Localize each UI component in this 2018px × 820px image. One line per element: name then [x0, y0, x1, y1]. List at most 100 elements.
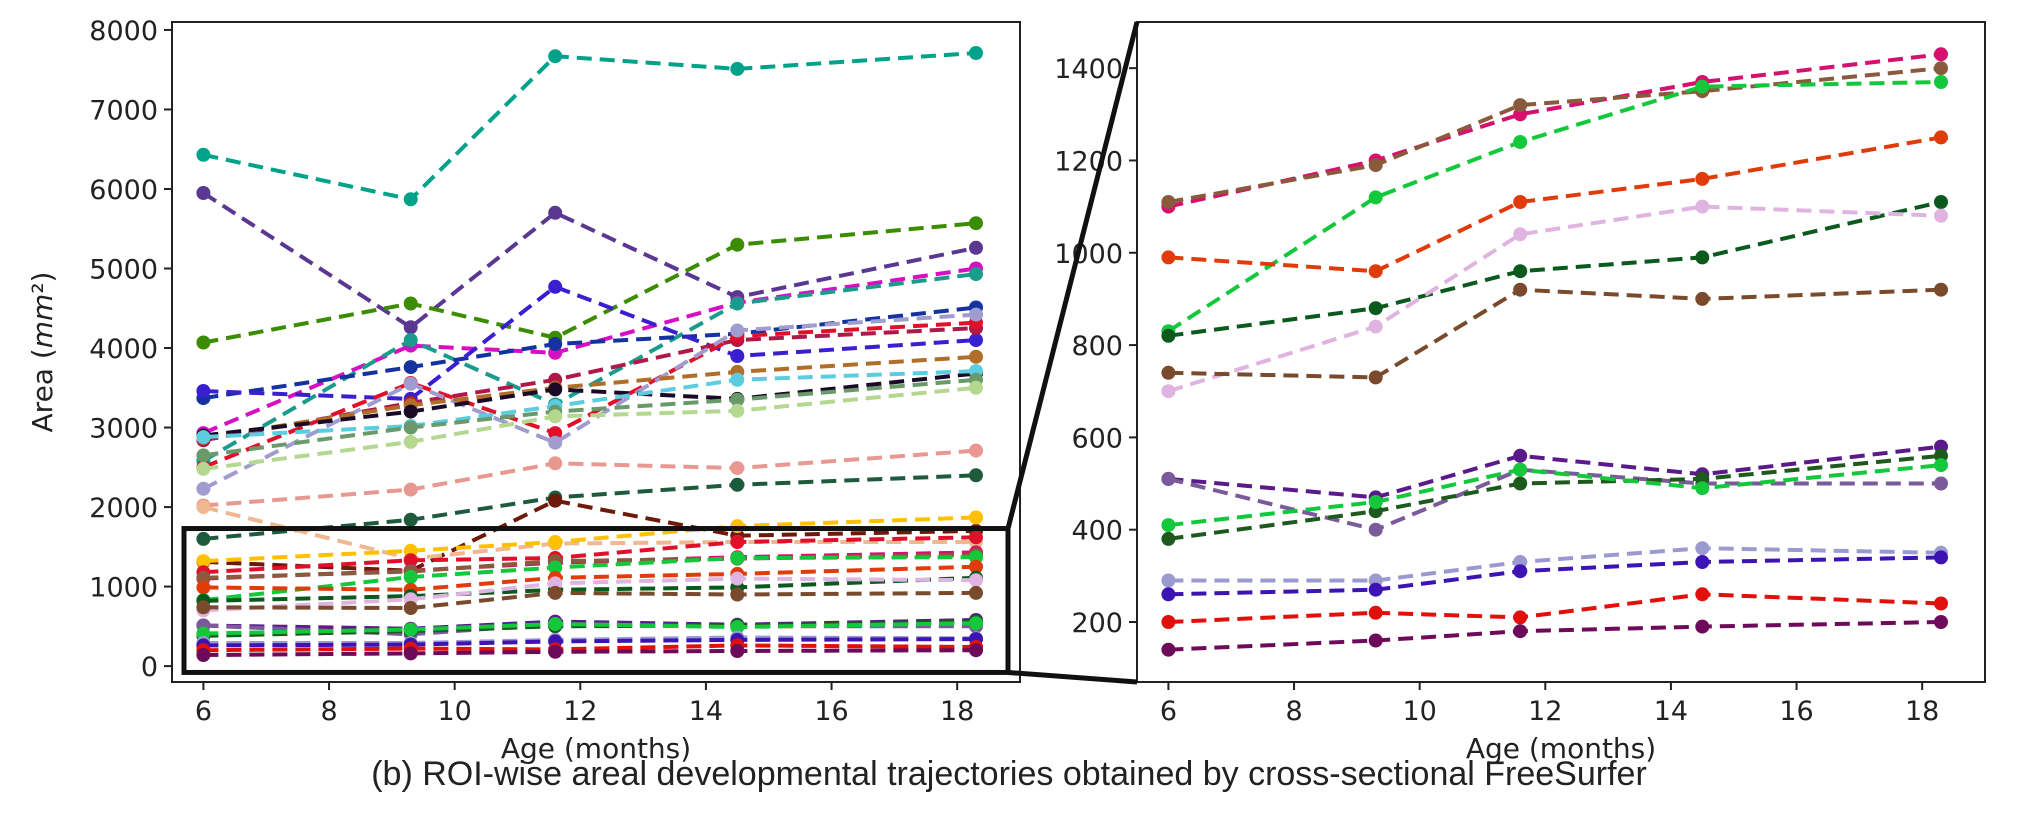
x-tick-label: 6	[195, 696, 212, 727]
data-point	[1161, 471, 1176, 486]
series-16	[196, 443, 983, 513]
data-point	[403, 420, 418, 435]
data-point	[548, 279, 563, 294]
data-point	[403, 320, 418, 335]
series-7	[1161, 282, 1948, 385]
series-11	[1161, 458, 1948, 533]
data-point	[196, 430, 211, 445]
series-6	[196, 300, 983, 406]
data-point	[730, 296, 745, 311]
series-27	[196, 571, 983, 618]
data-point	[730, 61, 745, 76]
data-point	[730, 323, 745, 338]
data-point	[196, 570, 211, 585]
data-point	[969, 559, 983, 574]
data-point	[1934, 61, 1948, 76]
data-point	[548, 535, 563, 549]
data-point	[730, 477, 745, 492]
series-line	[1167, 467, 1941, 532]
data-point	[403, 601, 418, 615]
data-point	[1695, 250, 1710, 265]
data-point	[1368, 370, 1383, 385]
data-point	[1513, 448, 1528, 463]
series-32	[196, 616, 983, 641]
data-point	[1368, 582, 1383, 597]
x-tick-label: 16	[1779, 696, 1813, 727]
y-tick-label: 5000	[89, 255, 158, 286]
data-point	[548, 617, 563, 631]
data-point	[1368, 190, 1383, 205]
series-15	[1161, 615, 1948, 657]
data-point	[969, 240, 983, 255]
data-point	[969, 468, 983, 483]
data-point	[1934, 550, 1948, 565]
y-tick-label: 3000	[89, 414, 158, 445]
data-point	[196, 648, 211, 662]
data-point	[969, 585, 983, 600]
y-tick-label: 1200	[1054, 146, 1123, 177]
series-line	[1168, 200, 1942, 338]
data-point	[1695, 291, 1710, 306]
series-26	[196, 570, 983, 608]
data-point	[969, 349, 983, 364]
series-3	[196, 216, 983, 350]
data-point	[969, 380, 983, 395]
series-line	[1168, 592, 1942, 624]
data-point	[196, 335, 211, 350]
series-30	[196, 617, 983, 642]
y-tick-label: 0	[141, 652, 158, 683]
data-point	[403, 360, 418, 375]
panel-full-view: 6 8 10 12 14 16 18 0 1000 2000 3000 4000 5000 6000 700…	[26, 16, 1021, 765]
figure-caption: (b) ROI-wise areal developmental traject…	[371, 755, 1647, 793]
data-point	[1368, 522, 1383, 537]
data-point	[1934, 75, 1948, 89]
x-axis-label: Age (months)	[1466, 732, 1656, 765]
data-point	[196, 461, 211, 476]
data-point	[730, 461, 745, 476]
x-tick-label: 8	[1285, 696, 1302, 727]
series-29	[196, 613, 983, 636]
data-point	[548, 409, 563, 424]
series-21	[196, 530, 983, 580]
data-point	[196, 580, 211, 595]
x-tick-label: 16	[814, 696, 848, 727]
data-point	[196, 448, 211, 463]
series-35	[196, 638, 983, 658]
series-1	[196, 46, 983, 207]
data-point	[1934, 47, 1948, 62]
data-point	[1368, 301, 1383, 316]
data-point	[548, 585, 563, 600]
y-tick-label: 800	[1071, 331, 1123, 362]
series-line	[203, 284, 977, 401]
series-31	[196, 614, 983, 643]
plot-frame	[1136, 21, 1986, 683]
x-tick-label: 12	[563, 696, 597, 727]
data-point	[403, 570, 418, 584]
data-point	[730, 349, 745, 363]
series-line	[1168, 287, 1942, 380]
data-point	[1513, 195, 1528, 209]
y-tick-label: 4000	[89, 334, 158, 365]
data-point	[548, 456, 563, 471]
data-point	[730, 237, 745, 252]
series-10	[1161, 448, 1948, 546]
data-point	[730, 587, 745, 602]
x-tick-label: 10	[437, 696, 471, 727]
data-point	[1161, 250, 1176, 265]
data-point	[403, 646, 418, 661]
data-point	[1513, 462, 1528, 477]
data-point	[1695, 619, 1710, 634]
data-point	[403, 404, 418, 419]
data-point	[969, 643, 983, 658]
y-tick-label: 400	[1071, 516, 1123, 547]
y-tick-label: 7000	[89, 95, 158, 126]
data-point	[1161, 642, 1176, 657]
data-point	[403, 482, 418, 497]
y-tick-label: 8000	[89, 16, 158, 47]
series-5	[1161, 195, 1948, 343]
x-axis-label: Age (months)	[501, 732, 691, 765]
data-point	[969, 443, 983, 458]
series-22	[196, 545, 983, 586]
series-25	[196, 559, 983, 597]
